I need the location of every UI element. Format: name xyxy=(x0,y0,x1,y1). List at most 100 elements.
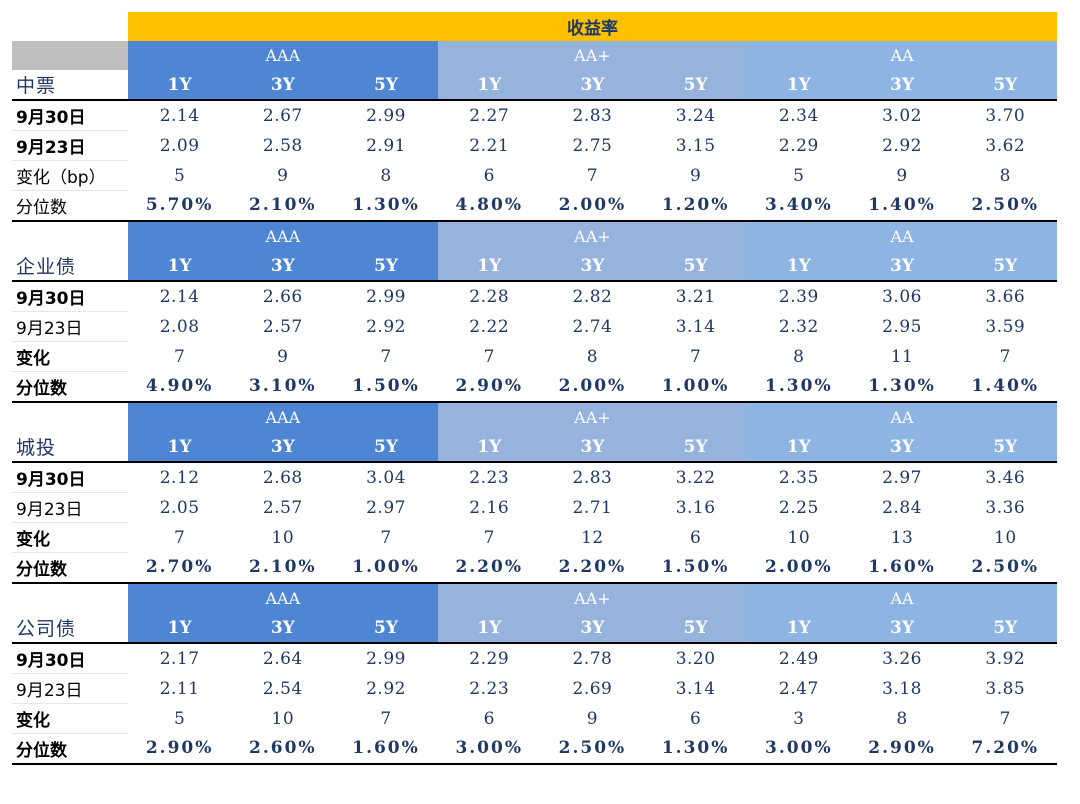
value-cell: 2.71 xyxy=(572,497,613,518)
value-cell: 10 xyxy=(787,527,811,548)
value-cell: 2.35 xyxy=(778,467,819,488)
row-label: 9月30日 xyxy=(12,281,129,312)
value-cell: 1.00% xyxy=(334,552,438,584)
value-cell: 2.82 xyxy=(572,286,613,307)
value-cell: 2.25 xyxy=(778,497,819,518)
rating-group-label: AA+ xyxy=(540,402,645,432)
value-cell: 1.30% xyxy=(644,733,748,765)
value-cell: 2.57 xyxy=(262,497,303,518)
value-cell: 10 xyxy=(271,527,295,548)
value-cell: 2.22 xyxy=(469,316,510,337)
value-cell: 13 xyxy=(890,527,914,548)
value-cell: 2.50% xyxy=(953,190,1057,222)
yield-table: 收益率 AAA AA+ AA 中票 1Y 3Y 5Y 1Y 3Y 5Y 1Y 3Y 5Y 9月30日 2.1… xyxy=(12,12,1057,765)
tenor-header-row: 城投 1Y 3Y 5Y 1Y 3Y 5Y 1Y 3Y 5Y xyxy=(12,432,1057,463)
row-label: 9月23日 xyxy=(12,130,129,161)
value-cell: 2.90% xyxy=(437,371,541,403)
tenor-label: 5Y xyxy=(953,251,1057,282)
tenor-label: 5Y xyxy=(644,251,748,282)
value-cell: 2.75 xyxy=(572,135,613,156)
value-cell: 3.02 xyxy=(882,105,922,126)
tenor-label: 1Y xyxy=(437,613,541,644)
rating-group-fill xyxy=(953,583,1057,613)
rating-group-fill xyxy=(128,41,232,70)
rating-header-row: AAA AA+ AA xyxy=(12,221,1057,251)
row-label: 分位数 xyxy=(12,552,129,584)
value-cell: 8 xyxy=(586,346,599,367)
value-cell: 2.50% xyxy=(953,552,1057,584)
value-cell: 9 xyxy=(689,165,702,186)
value-cell: 3.92 xyxy=(985,648,1026,669)
tenor-label: 3Y xyxy=(231,613,335,644)
value-cell: 2.90% xyxy=(850,733,954,765)
data-row: 变化 7 9 7 7 8 7 8 11 7 xyxy=(12,341,1057,372)
value-cell: 2.99 xyxy=(366,105,406,126)
rating-group-fill xyxy=(644,221,748,251)
rating-group-label: AA xyxy=(850,402,954,432)
tenor-label: 5Y xyxy=(334,432,438,463)
value-cell: 3.46 xyxy=(985,467,1026,488)
value-cell: 2.92 xyxy=(366,316,406,337)
value-cell: 1.60% xyxy=(334,733,438,765)
value-cell: 7 xyxy=(380,708,392,729)
rating-group-fill xyxy=(437,583,541,613)
data-row: 分位数 5.70% 2.10% 1.30% 4.80% 2.00% 1.20% 3.40% 1.… xyxy=(12,190,1057,222)
value-cell: 7 xyxy=(380,527,392,548)
value-cell: 1.50% xyxy=(644,552,748,584)
value-cell: 2.11 xyxy=(159,678,200,699)
rating-header-row: AAA AA+ AA xyxy=(12,41,1057,70)
rating-group-fill xyxy=(334,402,438,432)
value-cell: 2.66 xyxy=(262,286,303,307)
tenor-label: 3Y xyxy=(540,70,645,101)
tenor-label: 1Y xyxy=(747,70,851,101)
tenor-label: 5Y xyxy=(953,432,1057,463)
tenor-label: 3Y xyxy=(540,432,645,463)
tenor-label: 5Y xyxy=(334,251,438,282)
value-cell: 2.57 xyxy=(262,316,303,337)
value-cell: 8 xyxy=(380,165,392,186)
value-cell: 3.21 xyxy=(675,286,716,307)
data-row: 9月23日 2.05 2.57 2.97 2.16 2.71 3.16 2.25 2.84 3.3… xyxy=(12,492,1057,523)
value-cell: 3.00% xyxy=(747,733,851,765)
rating-group-fill xyxy=(747,221,851,251)
value-cell: 1.30% xyxy=(334,190,438,222)
tenor-label: 1Y xyxy=(747,432,851,463)
value-cell: 1.40% xyxy=(953,371,1057,403)
value-cell: 8 xyxy=(896,708,908,729)
value-cell: 3.85 xyxy=(985,678,1026,699)
corner-cell xyxy=(12,12,129,41)
value-cell: 2.10% xyxy=(231,190,335,222)
value-cell: 5.70% xyxy=(128,190,232,222)
value-cell: 2.95 xyxy=(882,316,922,337)
value-cell: 3.18 xyxy=(882,678,922,699)
rating-group-fill xyxy=(953,41,1057,70)
value-cell: 2.10% xyxy=(231,552,335,584)
value-cell: 2.92 xyxy=(366,678,406,699)
data-row: 9月23日 2.11 2.54 2.92 2.23 2.69 3.14 2.47 3.18 3.8… xyxy=(12,673,1057,704)
tenor-label: 5Y xyxy=(334,70,438,101)
tenor-label: 1Y xyxy=(128,432,232,463)
rating-group-label: AAA xyxy=(231,583,335,613)
value-cell: 10 xyxy=(271,708,295,729)
value-cell: 2.78 xyxy=(572,648,613,669)
value-cell: 2.21 xyxy=(469,135,510,156)
data-row: 变化（bp） 5 9 8 6 7 9 5 9 8 xyxy=(12,160,1057,191)
rating-group-fill xyxy=(437,402,541,432)
value-cell: 1.50% xyxy=(334,371,438,403)
value-cell: 3.66 xyxy=(985,286,1026,307)
rating-group-label: AAA xyxy=(231,402,335,432)
value-cell: 2.99 xyxy=(366,648,406,669)
rating-group-fill xyxy=(953,402,1057,432)
value-cell: 8 xyxy=(999,165,1011,186)
title-row: 收益率 xyxy=(12,12,1057,41)
section-name: 公司债 xyxy=(12,613,129,644)
row-label: 9月30日 xyxy=(12,643,129,674)
rating-group-label: AAA xyxy=(231,41,335,70)
value-cell: 6 xyxy=(689,708,702,729)
value-cell: 9 xyxy=(586,708,599,729)
data-row: 变化 5 10 7 6 9 6 3 8 7 xyxy=(12,703,1057,734)
row-label: 变化（bp） xyxy=(12,160,129,191)
value-cell: 7.20% xyxy=(953,733,1057,765)
tenor-label: 3Y xyxy=(231,70,335,101)
value-cell: 7 xyxy=(483,346,495,367)
